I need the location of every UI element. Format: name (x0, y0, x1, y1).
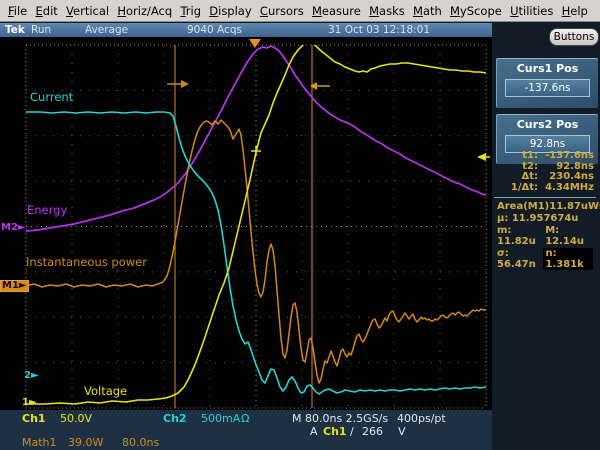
trigger-unit: V (398, 426, 406, 438)
math1-marker-label: M1 (2, 280, 19, 291)
timebase-readout: M 80.0ns 2.5GS/s (292, 413, 388, 425)
readout-divider (494, 197, 596, 198)
buttons-button[interactable]: Buttons (549, 28, 599, 46)
curs1-pos-label: Curs1 Pos (497, 62, 598, 75)
current-label: Current (30, 90, 73, 104)
area-title: Area(M1) (497, 201, 549, 212)
energy-label: Energy (27, 203, 67, 217)
inv-dt-label: 1/Δt: (502, 183, 538, 194)
ch2-marker-label: 2 (24, 370, 31, 381)
voltage-label: Voltage (84, 384, 127, 398)
mean-readout: μ: 11.957674u (497, 213, 578, 224)
trigger-system: A (310, 426, 318, 438)
resolution-readout: 400ps/pt (397, 413, 446, 425)
ch2-marker-arrow-icon: ► (31, 370, 39, 381)
math1-scale-label: Math1 (22, 437, 57, 449)
oscilloscope-screen: File Edit Vertical Horiz/Acq Trig Displa… (0, 0, 600, 450)
ch2-coupling-icon: Ω (241, 413, 249, 425)
menu-help[interactable]: Help (562, 4, 588, 18)
math1-marker-arrow-icon: ► (19, 280, 27, 291)
curs2-pos-label: Curs2 Pos (497, 118, 598, 131)
menu-math[interactable]: Math (413, 4, 442, 18)
trigger-level: 266 (362, 426, 383, 438)
menu-edit[interactable]: Edit (36, 4, 58, 18)
status-bar: Tek Run Average 9040 Acqs 31 Oct 03 12:1… (0, 23, 492, 37)
menu-vertical[interactable]: Vertical (66, 4, 109, 18)
power-label: Instantaneous power (26, 255, 147, 269)
dt-value: 230.4ns (538, 172, 594, 183)
measurement-readouts: t1:-137.6ns t2:92.8ns Δt:230.4ns 1/Δt:4.… (492, 151, 598, 270)
menu-trig[interactable]: Trig (180, 4, 201, 18)
acquisition-count: 9040 Acqs (187, 24, 242, 36)
acquisition-mode: Average (85, 24, 128, 36)
curs1-pos-control: Curs1 Pos -137.6ns (496, 58, 598, 108)
menu-file[interactable]: File (8, 4, 27, 18)
math1-position-marker[interactable]: M1► (0, 280, 29, 292)
t1-value: -137.6ns (538, 151, 594, 162)
max-readout: M: 12.14u (545, 225, 593, 247)
trigger-source: Ch1 (323, 426, 347, 438)
ch1-scale-value: 50.0V (60, 413, 92, 425)
curs1-pos-field[interactable]: -137.6ns (505, 79, 590, 97)
run-state: Run (31, 24, 51, 36)
area-value: 11.87uWs (549, 201, 600, 212)
ch2-scale-label: Ch2 (163, 413, 187, 425)
ch1-position-marker[interactable]: 1► (22, 398, 37, 408)
t1-label: t1: (502, 151, 538, 162)
math2-position-marker[interactable]: M2► (1, 223, 26, 233)
ch1-marker-label: 1 (22, 397, 29, 408)
graticule-area (0, 37, 492, 410)
menu-bar: File Edit Vertical Horiz/Acq Trig Displa… (0, 0, 600, 22)
ch1-scale-label: Ch1 (22, 413, 46, 425)
ch2-position-marker[interactable]: 2► (24, 371, 39, 381)
menu-horiz-acq[interactable]: Horiz/Acq (117, 4, 172, 18)
menu-utilities[interactable]: Utilities (510, 4, 553, 18)
dt-label: Δt: (502, 172, 538, 183)
min-readout: m: 11.82u (497, 225, 545, 247)
menu-masks[interactable]: Masks (369, 4, 405, 18)
tek-logo: Tek (5, 24, 25, 36)
menu-measure[interactable]: Measure (312, 4, 361, 18)
sigma-readout: σ: 56.47n (497, 248, 543, 270)
trigger-slope-icon: ∕ (350, 426, 354, 438)
menu-display[interactable]: Display (209, 4, 251, 18)
menu-myscope[interactable]: MyScope (450, 4, 502, 18)
math1-time-value: 80.0ns (122, 437, 159, 449)
math2-marker-arrow-icon: ► (18, 222, 26, 233)
math1-scale-value: 39.0W (68, 437, 103, 449)
inv-dt-value: 4.34MHz (538, 183, 594, 194)
ch1-marker-arrow-icon: ► (29, 397, 37, 408)
count-readout: n: 1.381k (543, 248, 593, 270)
menu-cursors[interactable]: Cursors (260, 4, 304, 18)
ch2-scale-value: 500mA (201, 413, 240, 425)
bottom-readout-bar: Ch1 50.0V Ch2 500mA Ω M 80.0ns 2.5GS/s 4… (0, 410, 492, 450)
math2-marker-label: M2 (1, 222, 18, 233)
datetime: 31 Oct 03 12:18:01 (328, 24, 430, 36)
